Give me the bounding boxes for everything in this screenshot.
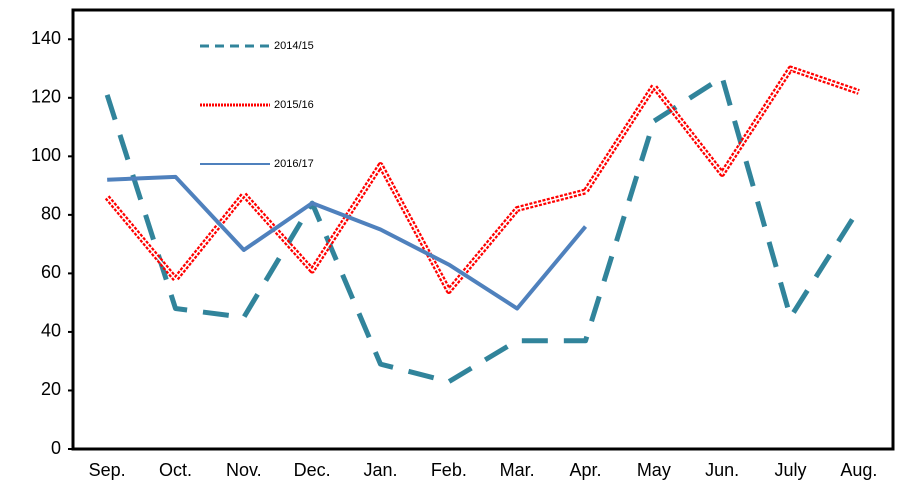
series-line-inner [106, 67, 860, 293]
y-tick-label: 40 [41, 321, 61, 341]
x-tick-label: Jun. [705, 460, 739, 480]
y-tick-label: 80 [41, 204, 61, 224]
y-tick-label: 100 [31, 145, 61, 165]
series-line [107, 174, 588, 311]
series-line [104, 74, 861, 385]
y-tick-label: 20 [41, 379, 61, 399]
y-tick-label: 120 [31, 87, 61, 107]
y-tick-label: 60 [41, 262, 61, 282]
x-tick-label: May [637, 460, 671, 480]
legend-label: 2015/16 [274, 99, 314, 111]
legend-label: 2016/17 [274, 158, 314, 170]
x-tick-label: Jan. [363, 460, 397, 480]
x-tick-label: Nov. [226, 460, 262, 480]
x-tick-label: Oct. [159, 460, 192, 480]
x-tick-label: Feb. [431, 460, 467, 480]
x-tick-label: July [774, 460, 806, 480]
x-tick-label: Apr. [569, 460, 601, 480]
x-tick-label: Mar. [500, 460, 535, 480]
x-tick-label: Dec. [294, 460, 331, 480]
legend-label: 2014/15 [274, 40, 314, 52]
plot-frame [71, 8, 895, 451]
x-tick-label: Aug. [840, 460, 877, 480]
y-tick-label: 0 [51, 438, 61, 458]
y-tick-label: 140 [31, 28, 61, 48]
series-line [104, 65, 860, 294]
x-tick-label: Sep. [89, 460, 126, 480]
